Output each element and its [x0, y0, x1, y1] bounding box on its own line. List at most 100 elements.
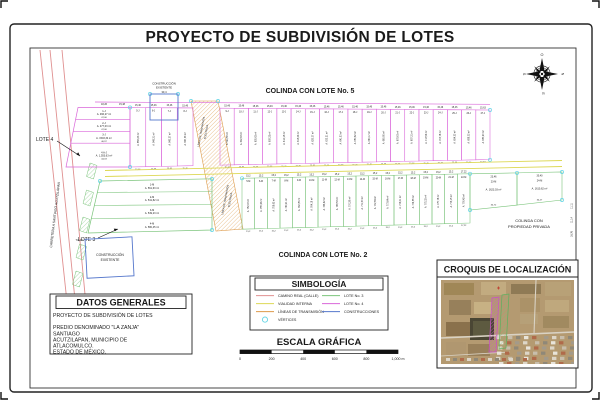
- lot-id-label: 8-J: [184, 111, 187, 113]
- map-building: [560, 336, 565, 340]
- scale-tick-label: 800: [363, 357, 369, 361]
- roadside-strip: [82, 189, 94, 207]
- roadside-strip: [75, 243, 87, 261]
- lot-width-label: 15,46: [395, 107, 401, 109]
- lot-width-label: 15,2: [246, 231, 251, 233]
- lot-dim-label: 47,06: [101, 117, 107, 119]
- lot-width-label: 23,46: [491, 175, 498, 178]
- lot-area-label: A. 774,21 m²: [399, 195, 402, 208]
- lot-id-label: 9-J: [226, 111, 229, 113]
- map-building: [497, 351, 502, 355]
- datos-line: PREDIO DENOMINADO "LA ZANJA": [53, 325, 139, 331]
- lot-id-label: 22-M: [461, 177, 466, 179]
- colinda-right-label-2: PROPIEDAD PRIVADA: [508, 224, 550, 229]
- lot-width-label: 34,27: [537, 200, 543, 202]
- lot-width-label: 15,46: [167, 105, 173, 107]
- scale-tick-label: 0: [239, 357, 241, 361]
- datos-header: DATOS GENERALES: [76, 298, 165, 308]
- map-marker-cross: [497, 286, 500, 290]
- lot-width-label: 15,46: [423, 107, 429, 109]
- lot-id-label: 3-J: [102, 134, 106, 137]
- legend-label: LÍNEAS DE TRANSMISIÓN: [278, 309, 324, 314]
- lot-area-label: A. 605,62 m²: [254, 132, 257, 145]
- map-building: [568, 336, 573, 340]
- legend-items: CAMINO REAL (CALLE) VIALIDAD INTERNA LÍNEA…: [256, 294, 380, 323]
- map-building: [506, 346, 511, 350]
- map-building: [532, 336, 537, 340]
- datos-line: ESTADO DE MÉXICO.: [53, 349, 106, 356]
- lot-width-label: 15,2: [398, 227, 403, 229]
- lot-area-label: A. 856,23 m²: [137, 132, 140, 145]
- lot-area-label: A. 1623,03 m²: [486, 188, 502, 191]
- lot-width-label: 15,2: [411, 172, 416, 174]
- lot-area-label: A. 687,31 m²: [411, 130, 414, 143]
- compass-letter-bottom: E: [541, 92, 545, 95]
- lot-width-label: 15,46: [238, 106, 244, 108]
- legend-label: VÉRTICES: [278, 317, 297, 322]
- map-building: [551, 341, 556, 345]
- map-building: [571, 341, 574, 345]
- lot-width-label: 15,46: [452, 107, 458, 109]
- lot-width-label: 15,2: [310, 229, 315, 231]
- map-building: [568, 356, 573, 360]
- vertex-marker: [488, 108, 492, 112]
- lot-id-label: 19-J: [367, 112, 371, 114]
- map-lot4-strip: [488, 296, 500, 353]
- legend-label: LOTE No. 3: [344, 294, 363, 298]
- lot-area-label: A. 477,03 m²: [97, 125, 111, 128]
- map-building: [532, 356, 537, 360]
- lot-id-label: 17-M: [398, 178, 403, 180]
- vialidad-interna-line: [104, 166, 563, 177]
- lot-width-label: 15,2: [322, 229, 327, 231]
- lot-area-label: A. 703,78 m²: [439, 130, 442, 143]
- lot-area-label: A. 1,553,63 m²: [96, 155, 113, 158]
- map-building: [526, 346, 531, 350]
- scale-bar-segment: [303, 350, 335, 354]
- colinda-right-label-1: COLINDA CON: [515, 218, 543, 223]
- lot-id-label: 24-M: [537, 179, 542, 182]
- lot-width-label: 15,2: [423, 172, 428, 174]
- lot-width-label: 15,2: [436, 226, 441, 228]
- map-building: [507, 341, 512, 345]
- map-building: [514, 346, 519, 350]
- scale-tick-label: 400: [300, 357, 306, 361]
- lot-id-label: 23-J: [424, 113, 428, 115]
- dimension-label: 11,11: [571, 203, 574, 209]
- map-building: [517, 351, 522, 355]
- lot-id-label: 21-M: [448, 177, 453, 179]
- scale-bar: 0 200 400 600 800 1,000 m: [239, 349, 405, 361]
- lot-id-label: 2-M: [150, 196, 154, 199]
- lot-width-label: 15,46: [324, 106, 330, 108]
- dim-74-label: 74,20: [76, 238, 83, 242]
- lot-id-label: 20-M: [436, 177, 441, 179]
- map-building: [460, 358, 464, 361]
- compass-letter-left: S: [522, 73, 526, 76]
- legend-label: VIALIDAD INTERNA: [278, 302, 313, 306]
- datos-line: SANTIAGO: [53, 331, 80, 337]
- inner-border: [29, 47, 577, 389]
- lot-id-label: 14-J: [296, 112, 300, 114]
- vertex-marker: [488, 157, 492, 162]
- lot-width-label: 15,46: [381, 107, 387, 109]
- roadside-strip: [86, 162, 98, 180]
- map-building: [496, 336, 501, 340]
- vertex-marker: [560, 198, 564, 202]
- vertex-marker: [210, 177, 214, 181]
- legend-label: CAMINO REAL (CALLE): [278, 294, 318, 298]
- transmission-corridor: [190, 100, 244, 232]
- lot-id-label: 27-J: [481, 113, 485, 115]
- lot-area-label: A. 694,23 m²: [453, 130, 456, 143]
- transmission-label: LÍNEA DE TRANSMISIÓN: [219, 184, 230, 215]
- lot-width-label: 15,46: [309, 106, 315, 108]
- lot-area-label: A. 774,85 m²: [412, 195, 415, 208]
- dimension-label: 18,26: [101, 103, 108, 106]
- lot-id-label: 9-M: [297, 180, 301, 182]
- lot-area-label: A. 541,82 m²: [145, 199, 159, 202]
- scale-bar-segment: [240, 350, 272, 354]
- lot-m: [457, 173, 471, 224]
- lot-id-label: 4-M: [150, 223, 154, 226]
- lot-width-label: 15,2: [246, 176, 251, 178]
- lot-area-label: A. 678,63 m²: [397, 131, 400, 144]
- lot-divider: [94, 204, 213, 206]
- simbologia-box: SIMBOLOGÍA CAMINO REAL (CALLE) VIALIDAD I…: [249, 275, 389, 331]
